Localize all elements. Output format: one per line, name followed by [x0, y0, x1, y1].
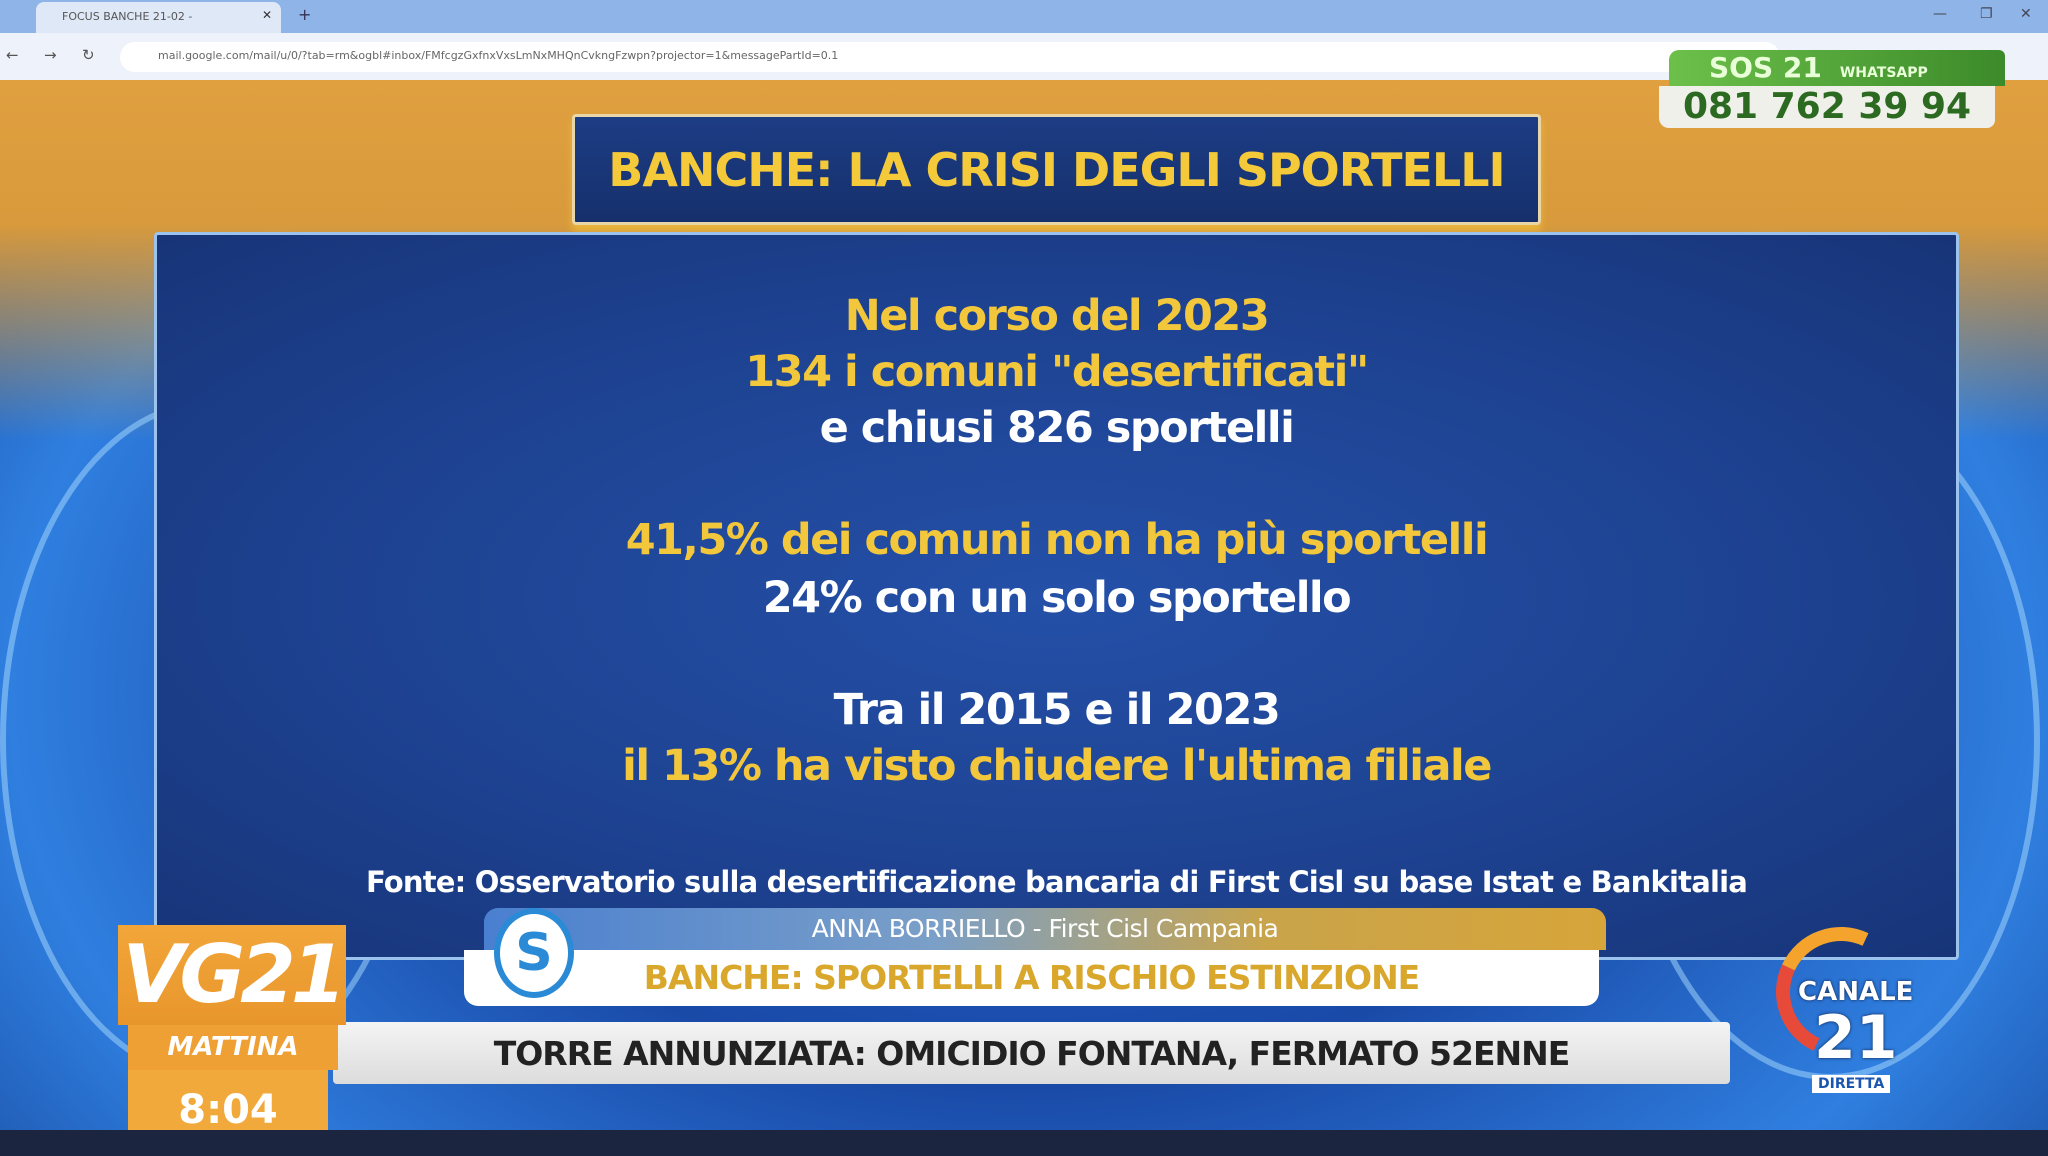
back-icon[interactable]: ← [6, 46, 19, 64]
restore-icon[interactable]: ❐ [1980, 6, 1993, 22]
news-ticker: TORRE ANNUNZIATA: OMICIDIO FONTANA, FERM… [333, 1022, 1730, 1084]
slide-line: 24% con un solo sportello [762, 573, 1352, 623]
channel-logo: CANALE 21 DIRETTA [1757, 908, 1926, 1097]
new-tab-icon[interactable]: + [298, 5, 312, 24]
slide-source: Fonte: Osservatorio sulla desertificazio… [365, 865, 1748, 899]
taskbar [0, 1130, 2048, 1156]
guest-name: ANNA BORRIELLO - First Cisl Campania [484, 908, 1606, 950]
live-badge: DIRETTA [1812, 1075, 1891, 1093]
slide-panel: Nel corso del 2023 134 i comuni "deserti… [154, 232, 1959, 960]
reload-icon[interactable]: ↻ [82, 46, 95, 64]
minimize-icon[interactable]: — [1933, 6, 1947, 22]
close-window-icon[interactable]: ✕ [2020, 6, 2032, 22]
browser-tab[interactable]: FOCUS BANCHE 21-02 - [36, 2, 281, 33]
lower-third: ANNA BORRIELLO - First Cisl Campania BAN… [464, 908, 1606, 1006]
slide-line: Tra il 2015 e il 2023 [833, 685, 1281, 735]
sos-label: SOS 21 [1709, 51, 1822, 84]
slide-line: 134 i comuni "desertificati" [745, 347, 1369, 397]
slide-line: il 13% ha visto chiudere l'ultima filial… [622, 741, 1492, 791]
headline: BANCHE: SPORTELLI A RISCHIO ESTINZIONE [464, 950, 1599, 1006]
browser-tab-bar: FOCUS BANCHE 21-02 - ✕ + — ❐ ✕ [0, 0, 2048, 33]
edition-label: MATTINA [128, 1025, 338, 1070]
slide-title: BANCHE: LA CRISI DEGLI SPORTELLI [608, 142, 1505, 197]
forward-icon[interactable]: → [44, 46, 57, 64]
phone-number: 081 762 39 94 [1659, 86, 1995, 128]
channel-number: 21 [1814, 1003, 1898, 1073]
slide-title-banner: BANCHE: LA CRISI DEGLI SPORTELLI [572, 114, 1541, 225]
slide-line: e chiusi 826 sportelli [819, 403, 1295, 453]
slide-line: 41,5% dei comuni non ha più sportelli [625, 515, 1489, 565]
tab-title: FOCUS BANCHE 21-02 - [62, 10, 193, 23]
close-tab-icon[interactable]: ✕ [262, 8, 273, 22]
sos-whatsapp-box: SOS 21 WHATSAPP 081 762 39 94 [1659, 50, 2005, 128]
slide-line: Nel corso del 2023 [844, 291, 1270, 341]
vg21-logo: VG21 [118, 925, 346, 1025]
channel-name: CANALE [1798, 977, 1914, 1007]
show-logo: VG21 MATTINA 8:04 [118, 925, 346, 1156]
url-input[interactable]: mail.google.com/mail/u/0/?tab=rm&ogbl#in… [120, 42, 1780, 72]
whatsapp-label: WHATSAPP [1839, 65, 1928, 81]
skype-icon: S [494, 908, 574, 998]
